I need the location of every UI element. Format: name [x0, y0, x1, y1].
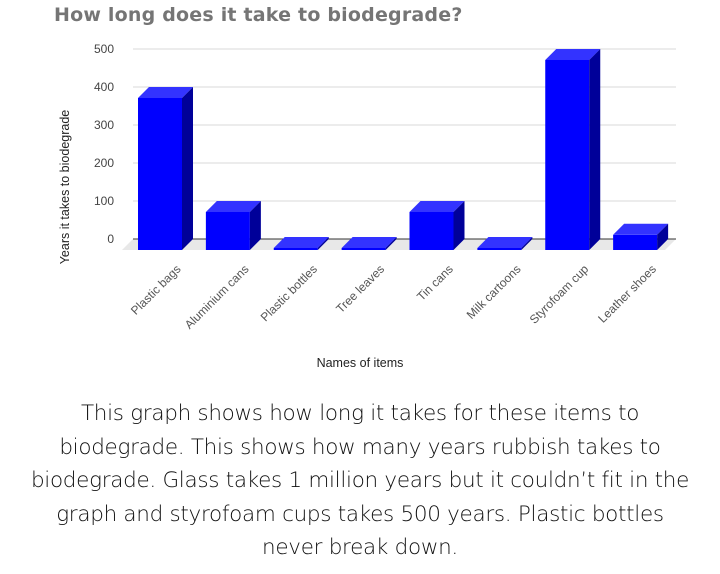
bar — [205, 201, 261, 250]
caption-text: This graph shows how long it takes for t… — [20, 397, 700, 565]
floor — [122, 239, 676, 250]
y-tick: 500 — [93, 42, 114, 56]
caption-line: graph and styrofoam cups takes 500 years… — [56, 501, 664, 527]
y-tick: 0 — [107, 232, 114, 246]
bar — [273, 237, 329, 250]
bar — [138, 87, 193, 250]
y-tick: 300 — [93, 118, 114, 132]
bar — [613, 223, 669, 250]
chart-title: How long does it take to biodegrade? — [54, 4, 463, 26]
x-axis-label: Names of items — [316, 356, 404, 370]
bar — [477, 237, 533, 250]
caption-line: This graph shows how long it takes for t… — [80, 401, 640, 426]
y-tick: 200 — [93, 156, 114, 170]
caption-line: never break down. — [262, 535, 458, 560]
bar — [545, 49, 601, 250]
bar — [409, 201, 465, 250]
caption-line: biodegrade. Glass takes 1 million years … — [30, 468, 690, 493]
y-tick: 100 — [93, 194, 114, 208]
caption-line: biodegrade. This shows how many years ru… — [59, 434, 661, 460]
y-tick: 400 — [93, 80, 114, 94]
plot-area — [122, 48, 676, 250]
bar — [341, 237, 397, 250]
